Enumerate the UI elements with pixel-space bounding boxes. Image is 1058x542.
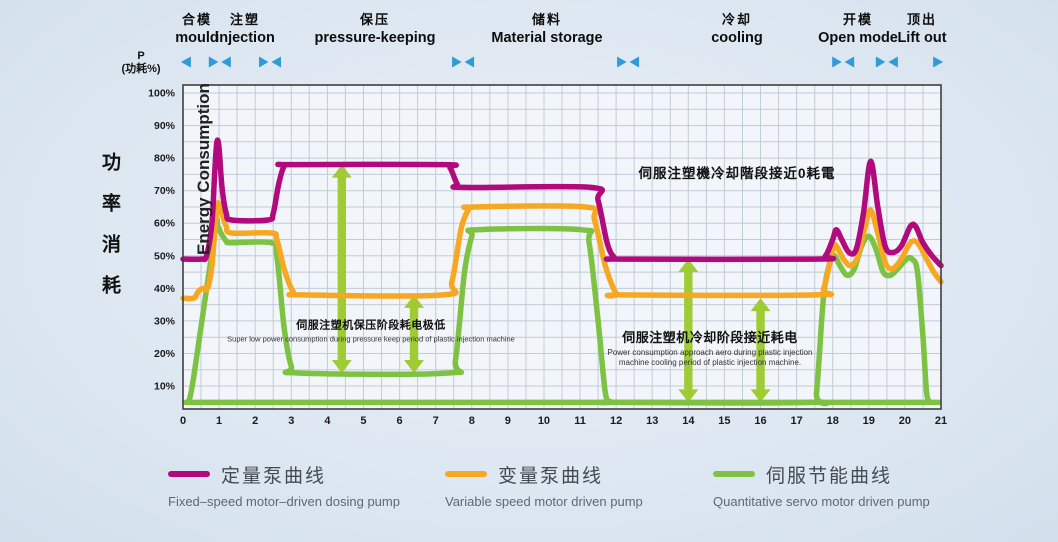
x-tick-label: 14 xyxy=(682,415,695,427)
x-tick-label: 20 xyxy=(899,415,911,427)
savings-arrow xyxy=(678,259,699,403)
phase-label-material-storage: 储料 Material storage xyxy=(491,12,603,46)
y-axis-title-en: Energy Consumption xyxy=(193,83,213,255)
legend-item-servo-pump: 伺服节能曲线 Quantitative servo motor driven p… xyxy=(713,461,930,509)
phase-boundary-marker-icon xyxy=(933,56,944,68)
phase-boundary-marker-icon xyxy=(629,56,640,68)
series-variable-pump-line xyxy=(180,200,944,302)
phase-boundary-marker-icon xyxy=(832,56,842,68)
x-tick-label: 18 xyxy=(827,415,839,427)
series-servo-pump-line xyxy=(185,217,933,407)
phase-label-injection: 注塑 injection xyxy=(215,12,275,46)
phase-label-cooling: 冷却 cooling xyxy=(711,12,763,46)
savings-arrow xyxy=(404,294,425,374)
phase-label-mould: 合模 mould xyxy=(175,12,219,46)
phase-boundary-marker-icon xyxy=(875,56,886,68)
y-axis-symbol: P xyxy=(137,50,145,62)
y-tick-label: 50% xyxy=(154,250,176,262)
x-tick-label: 9 xyxy=(505,415,511,427)
phase-label-lift-out: 顶出 Lift out xyxy=(897,12,947,46)
x-tick-label: 10 xyxy=(538,415,550,427)
x-tick-label: 15 xyxy=(718,415,730,427)
phase-boundary-marker-icon xyxy=(888,56,898,68)
phase-boundary-marker-icon xyxy=(844,56,855,68)
phase-boundary-marker-icon xyxy=(208,56,219,68)
x-tick-label: 4 xyxy=(324,415,331,427)
phase-boundary-marker-icon xyxy=(271,56,281,68)
x-tick-label: 11 xyxy=(574,415,586,427)
legend-item-fixed-pump: 定量泵曲线 Fixed–speed motor–driven dosing pu… xyxy=(168,461,400,509)
phase-boundary-marker-icon xyxy=(221,56,231,68)
savings-arrow xyxy=(331,164,352,374)
y-tick-label: 60% xyxy=(154,218,176,230)
x-tick-label: 13 xyxy=(646,415,658,427)
legend-item-variable-pump: 变量泵曲线 Variable speed motor driven pump xyxy=(445,461,643,509)
y-tick-label: 10% xyxy=(154,381,176,393)
x-tick-label: 21 xyxy=(935,415,947,427)
phase-boundary-marker-icon xyxy=(180,56,191,68)
plot-border xyxy=(182,84,942,410)
legend-label-en: Variable speed motor driven pump xyxy=(445,494,643,509)
x-tick-label: 0 xyxy=(180,415,186,427)
annotation-cooling-zero-top: 伺服注塑機冷却階段接近0耗電 xyxy=(638,166,836,181)
legend-label-cn: 定量泵曲线 xyxy=(221,465,327,487)
legend-label-en: Fixed–speed motor–driven dosing pump xyxy=(168,494,400,509)
x-tick-label: 3 xyxy=(288,415,294,427)
phase-boundary-marker-icon xyxy=(452,56,462,68)
x-tick-label: 6 xyxy=(397,415,403,427)
legend-label-cn: 变量泵曲线 xyxy=(498,465,604,487)
y-axis-unit-label: P (功耗%) xyxy=(112,50,170,76)
x-tick-label: 12 xyxy=(610,415,622,427)
phase-boundary-marker-icon xyxy=(617,56,627,68)
y-tick-label: 80% xyxy=(154,153,176,165)
x-tick-label: 1 xyxy=(216,415,222,427)
legend-label-cn: 伺服节能曲线 xyxy=(766,465,893,487)
y-tick-label: 70% xyxy=(154,185,176,197)
annotation-pressure-keeping-savings: 伺服注塑机保压阶段耗电极低 Super low power consumptio… xyxy=(227,319,515,344)
x-tick-label: 16 xyxy=(754,415,766,427)
x-tick-label: 8 xyxy=(469,415,475,427)
phase-label-pressure-keeping: 保压 pressure-keeping xyxy=(314,12,436,46)
x-tick-label: 7 xyxy=(433,415,439,427)
savings-arrow xyxy=(750,298,771,403)
phase-label-open-mode: 开模 Open mode xyxy=(818,12,898,46)
annotation-cooling-savings: 伺服注塑机冷却阶段接近耗电 Power consumption approach… xyxy=(607,330,813,367)
y-tick-label: 20% xyxy=(154,348,176,360)
x-tick-label: 17 xyxy=(790,415,802,427)
y-tick-label: 90% xyxy=(154,120,176,132)
y-tick-label: 40% xyxy=(154,283,176,295)
y-axis-title-cn: 功率消耗 xyxy=(99,152,120,316)
legend-label-en: Quantitative servo motor driven pump xyxy=(713,494,930,509)
y-tick-label: 100% xyxy=(148,88,176,100)
series-fixed-pump-line xyxy=(180,137,944,269)
legend-swatch-servo-pump xyxy=(713,471,755,477)
x-tick-label: 19 xyxy=(863,415,875,427)
y-axis-unit: (功耗%) xyxy=(121,63,161,75)
x-tick-label: 5 xyxy=(360,415,366,427)
x-tick-label: 2 xyxy=(252,415,258,427)
phase-boundary-marker-icon xyxy=(258,56,269,68)
y-tick-label: 30% xyxy=(154,315,176,327)
legend-swatch-variable-pump xyxy=(445,471,487,477)
legend-swatch-fixed-pump xyxy=(168,471,210,477)
phase-boundary-marker-icon xyxy=(464,56,475,68)
